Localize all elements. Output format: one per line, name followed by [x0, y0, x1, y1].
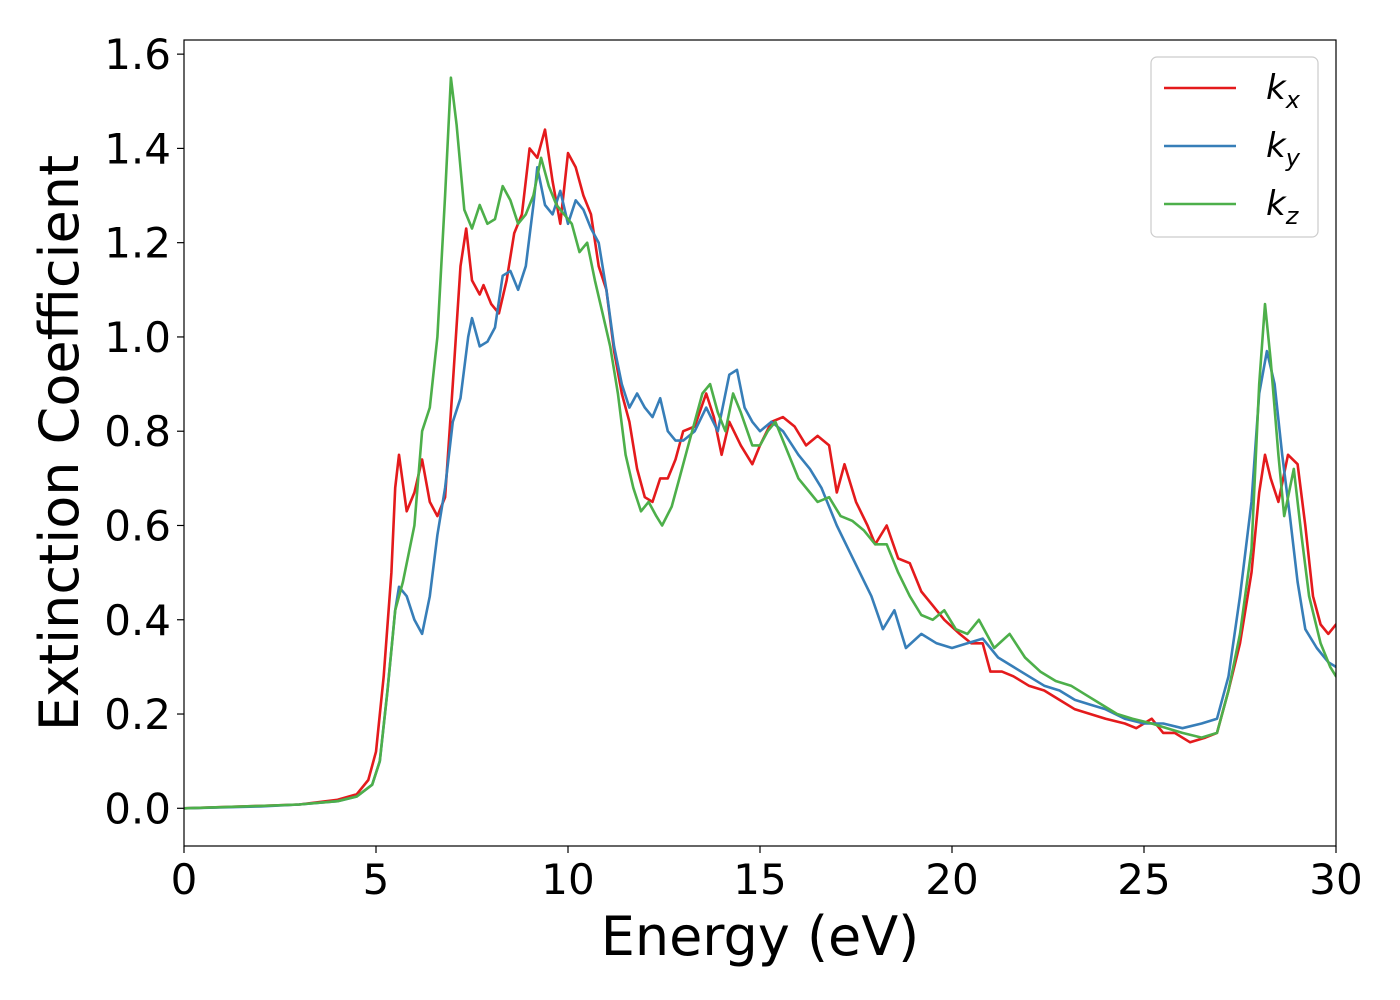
x-tick-label: 30 [1309, 855, 1362, 904]
y-tick-label: 0.4 [104, 596, 171, 645]
x-tick-label: 10 [541, 855, 594, 904]
y-axis-label: Extinction Coefficient [28, 155, 91, 731]
y-tick-label: 0.2 [104, 690, 171, 739]
y-tick-label: 0.0 [104, 784, 171, 833]
y-tick-label: 1.2 [104, 219, 171, 268]
y-tick-label: 0.6 [104, 501, 171, 550]
series-line-kz [184, 76, 1336, 810]
legend-label-ky: ky [1266, 126, 1301, 172]
x-tick-label: 5 [363, 855, 390, 904]
x-tick-label: 20 [925, 855, 978, 904]
x-axis-ticks: 0 5 10 15 20 25 30 [171, 846, 1363, 904]
y-axis-ticks: 0.0 0.2 0.4 0.6 0.8 1.0 1.2 1.4 1.6 [104, 30, 184, 833]
y-tick-label: 1.6 [104, 30, 171, 79]
y-tick-label: 1.4 [104, 124, 171, 173]
x-tick-label: 15 [733, 855, 786, 904]
x-axis-label: Energy (eV) [601, 905, 920, 968]
series-line-kx [184, 128, 1336, 810]
x-tick-label: 0 [171, 855, 198, 904]
y-tick-label: 0.8 [104, 407, 171, 456]
series-layer [184, 76, 1336, 810]
y-tick-label: 1.0 [104, 313, 171, 362]
x-tick-label: 25 [1117, 855, 1170, 904]
